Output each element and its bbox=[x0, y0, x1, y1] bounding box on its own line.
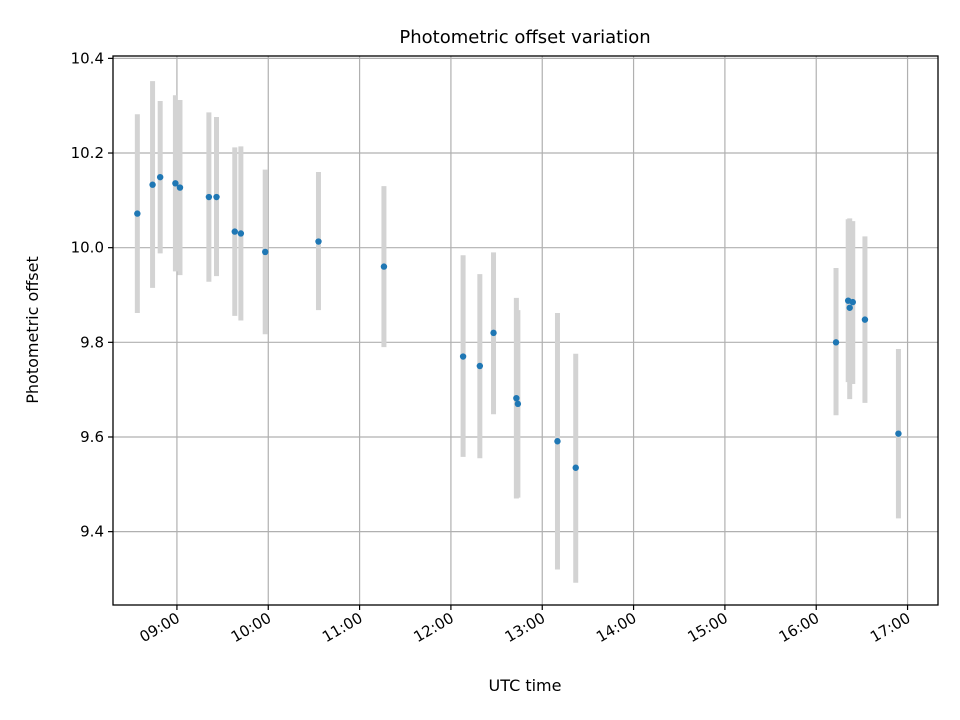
y-tick-label: 9.8 bbox=[80, 333, 104, 351]
y-tick-label: 10.2 bbox=[71, 144, 104, 162]
data-point bbox=[895, 430, 902, 437]
y-tick-label: 9.4 bbox=[80, 523, 104, 541]
data-point bbox=[237, 230, 245, 237]
data-point bbox=[176, 184, 184, 191]
grid-lines bbox=[113, 56, 938, 605]
x-axis-title: UTC time bbox=[489, 676, 562, 695]
plot-frame bbox=[112, 55, 939, 606]
data-point bbox=[459, 353, 467, 360]
data-point bbox=[514, 400, 522, 408]
chart-title: Photometric offset variation bbox=[399, 27, 650, 48]
data-point bbox=[572, 464, 579, 471]
data-point bbox=[846, 304, 853, 311]
data-point bbox=[172, 180, 179, 187]
data-point bbox=[213, 193, 220, 201]
data-point bbox=[149, 181, 156, 188]
data-point bbox=[476, 362, 484, 370]
data-point bbox=[134, 210, 141, 217]
data-point bbox=[490, 329, 497, 337]
data-point bbox=[315, 238, 322, 245]
data-point bbox=[380, 263, 388, 270]
y-axis-title: Photometric offset bbox=[23, 256, 42, 404]
data-point bbox=[231, 228, 238, 235]
data-point bbox=[205, 193, 213, 201]
y-tick-label: 10.4 bbox=[71, 49, 104, 67]
data-points bbox=[134, 173, 902, 471]
data-point bbox=[262, 248, 269, 256]
data-point bbox=[513, 394, 520, 402]
data-point bbox=[156, 173, 164, 181]
data-point bbox=[849, 298, 856, 306]
y-tick-label: 10.0 bbox=[71, 239, 104, 257]
data-point bbox=[861, 316, 869, 323]
data-point bbox=[554, 438, 561, 445]
y-tick-label: 9.6 bbox=[80, 428, 104, 446]
data-point bbox=[832, 339, 840, 346]
